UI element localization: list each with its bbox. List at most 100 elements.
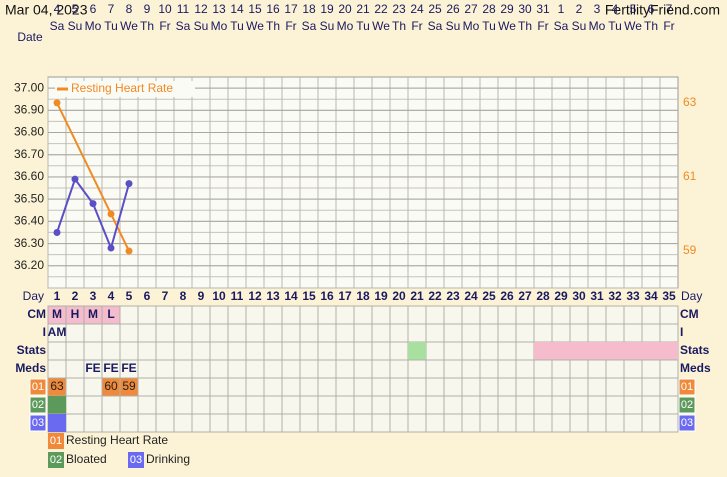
- y-tick-label: 36.50: [14, 191, 44, 205]
- table-cell: [173, 413, 193, 433]
- weekday-label: Th: [392, 19, 406, 33]
- day-number: 26: [500, 289, 514, 303]
- date-label: 6: [648, 2, 655, 16]
- table-cell: [479, 305, 499, 325]
- weekday-label: Sa: [50, 19, 65, 33]
- table-cell: [515, 359, 535, 379]
- table-cell: [119, 305, 139, 325]
- table-cell: [497, 341, 517, 361]
- table-cell: [659, 305, 679, 325]
- table-cell: [659, 359, 679, 379]
- day-number: 35: [662, 289, 676, 303]
- table-cell: [515, 323, 535, 343]
- table-cell: [245, 341, 265, 361]
- table-cell: [479, 377, 499, 397]
- table-cell: [389, 323, 409, 343]
- table-cell: [317, 377, 337, 397]
- table-cell: [263, 377, 283, 397]
- day-number: 13: [266, 289, 280, 303]
- table-cell: [569, 305, 589, 325]
- legend-code: 01: [50, 435, 62, 447]
- cell-text: AM: [48, 325, 67, 339]
- day-number: 29: [554, 289, 568, 303]
- day-number: 7: [162, 289, 169, 303]
- table-cell: [155, 413, 175, 433]
- table-cell: [353, 359, 373, 379]
- table-cell: [533, 395, 553, 415]
- chart-date: Mar 04, 2023: [5, 2, 88, 18]
- table-cell: [371, 377, 391, 397]
- table-cell: [371, 323, 391, 343]
- table-cell: [191, 323, 211, 343]
- table-cell: [533, 323, 553, 343]
- cell-text: H: [71, 307, 80, 321]
- weekday-label: Tu: [356, 19, 370, 33]
- table-cell: [137, 377, 157, 397]
- y-tick-label: 36.70: [14, 147, 44, 161]
- table-cell: [587, 359, 607, 379]
- table-cell: [569, 323, 589, 343]
- data-point: [107, 210, 115, 218]
- table-cell: [425, 305, 445, 325]
- table-cell: [137, 323, 157, 343]
- weekday-label: Fr: [537, 19, 548, 33]
- weekday-label: Sa: [554, 19, 569, 33]
- table-cell: [551, 395, 571, 415]
- table-cell: [497, 377, 517, 397]
- table-cell: [47, 359, 67, 379]
- date-label: 14: [230, 2, 244, 16]
- weekday-label: Fr: [663, 19, 674, 33]
- table-cell: [389, 413, 409, 433]
- symptom-cell: [48, 396, 66, 414]
- table-cell: [317, 413, 337, 433]
- table-cell: [605, 323, 625, 343]
- date-label: 17: [284, 2, 298, 16]
- table-cell: [443, 359, 463, 379]
- table-cell: [641, 377, 661, 397]
- table-cell: [623, 395, 643, 415]
- date-label: 18: [302, 2, 316, 16]
- legend-name: Drinking: [146, 452, 190, 466]
- table-cell: [119, 323, 139, 343]
- table-cell: [173, 305, 193, 325]
- table-cell: [659, 377, 679, 397]
- table-cell: [173, 359, 193, 379]
- table-cell: [227, 413, 247, 433]
- table-cell: [623, 413, 643, 433]
- table-cell: [191, 377, 211, 397]
- table-cell: [47, 341, 67, 361]
- table-cell: [479, 395, 499, 415]
- table-cell: [479, 413, 499, 433]
- table-cell: [407, 413, 427, 433]
- table-cell: [191, 341, 211, 361]
- y2-tick-label: 61: [683, 169, 697, 183]
- weekday-label: Fr: [159, 19, 170, 33]
- legend-code-box: [128, 452, 144, 468]
- table-cell: [623, 377, 643, 397]
- table-cell: [605, 305, 625, 325]
- table-cell: [119, 413, 139, 433]
- table-cell: [299, 377, 319, 397]
- legend-code-box: [48, 433, 64, 449]
- table-cell: [371, 395, 391, 415]
- stats-cell: [408, 342, 426, 360]
- data-point: [53, 99, 61, 107]
- table-cell: [353, 413, 373, 433]
- table-cell: [425, 395, 445, 415]
- table-cell: [65, 341, 85, 361]
- table-cell: [497, 305, 517, 325]
- date-label: 28: [482, 2, 496, 16]
- cell-text: M: [88, 307, 98, 321]
- table-cell: [425, 377, 445, 397]
- table-cell: [551, 377, 571, 397]
- table-cell: [281, 305, 301, 325]
- table-cell: [137, 413, 157, 433]
- legend-code: 03: [130, 454, 142, 466]
- date-label: 11: [177, 2, 190, 16]
- table-cell: [587, 395, 607, 415]
- legend-label: Resting Heart Rate: [71, 81, 173, 95]
- day-number: 8: [180, 289, 187, 303]
- table-cell: [101, 341, 121, 361]
- day-number: 21: [410, 289, 424, 303]
